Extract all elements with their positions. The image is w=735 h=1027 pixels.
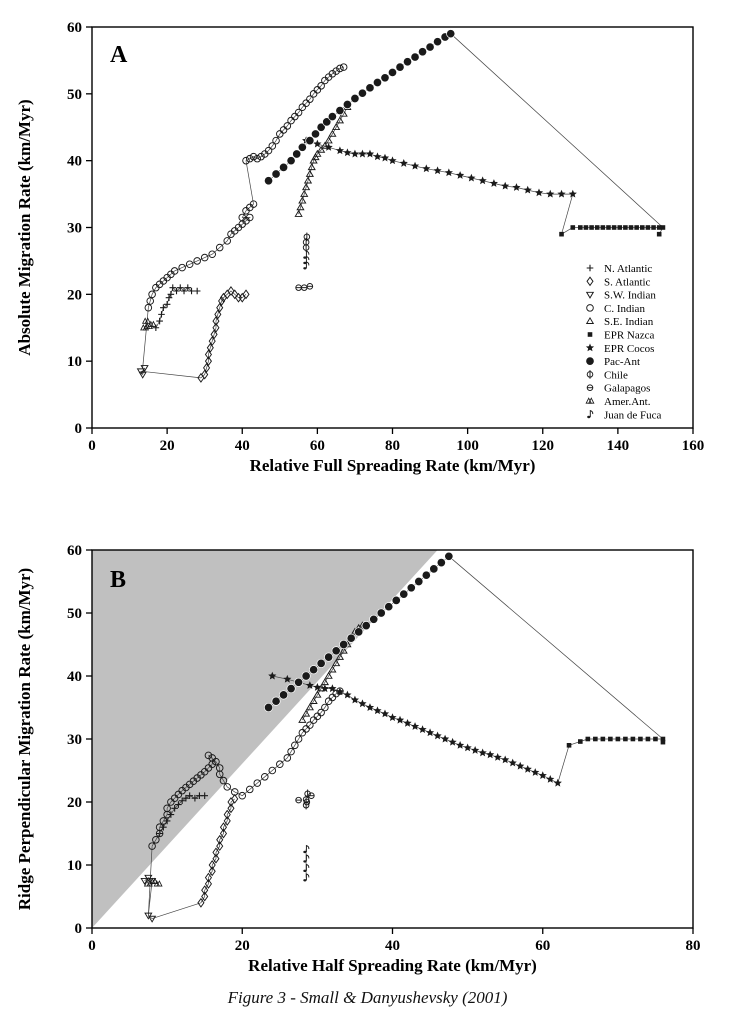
connector-lines — [140, 33, 664, 379]
series-epr-cocos — [268, 671, 562, 787]
panel-b-chart: 0 20 40 60 80 0 10 20 30 40 50 60 Relative Half Spre… — [0, 497, 735, 975]
legend-label-pac-ant: Pac-Ant — [604, 356, 640, 368]
x-tick-label: 40 — [235, 438, 250, 454]
x-tick-label: 20 — [235, 938, 250, 954]
y-tick-label: 60 — [67, 543, 82, 559]
y-tick-label: 0 — [75, 421, 83, 437]
series-s-w-indian — [136, 365, 149, 379]
y-tick-label: 50 — [67, 606, 82, 622]
legend-label-n-atlantic: N. Atlantic — [604, 263, 652, 275]
y-tick-label: 0 — [75, 921, 83, 937]
series-s-e-indian — [294, 102, 352, 217]
legend-label-epr-cocos: EPR Cocos — [604, 343, 654, 355]
legend-label-juan-de-fuca: Juan de Fuca — [604, 409, 662, 421]
y-tick-label: 20 — [67, 287, 82, 303]
x-tick-label: 60 — [310, 438, 325, 454]
y-tick-label: 60 — [67, 20, 82, 36]
series-galapagos — [295, 283, 314, 291]
panel-label: A — [110, 42, 128, 68]
chart-svg-b: 0 20 40 60 80 0 10 20 30 40 50 60 Relative Half Spre… — [15, 543, 701, 975]
figure-caption: Figure 3 - Small & Danyushevsky (2001) — [227, 988, 508, 1007]
x-tick-label: 0 — [88, 438, 96, 454]
x-tick-label: 40 — [385, 938, 400, 954]
series-epr-nazca — [559, 225, 666, 237]
legend-label-c-indian: C. Indian — [604, 303, 645, 315]
y-tick-label: 10 — [67, 858, 82, 874]
shaded-region — [92, 550, 438, 928]
series-chile — [302, 232, 311, 252]
series-pac-ant — [263, 551, 454, 713]
legend-label-s-w-indian: S.W. Indian — [604, 290, 656, 302]
series-galapagos — [295, 792, 315, 806]
x-tick-label: 160 — [682, 438, 705, 454]
legend-label-chile: Chile — [604, 369, 628, 381]
legend-label-amer-ant: Amer.Ant. — [604, 396, 651, 408]
y-tick-label: 50 — [67, 87, 82, 103]
y-tick-label: 30 — [67, 221, 82, 237]
y-tick-label: 10 — [67, 354, 82, 370]
connector-lines — [147, 556, 664, 919]
series-c-indian — [144, 63, 348, 312]
x-axis-title: Relative Half Spreading Rate (km/Myr) — [248, 956, 537, 975]
axis-ticks: 0 20 40 60 80 0 10 20 30 40 50 60 — [67, 543, 701, 954]
series-juan-de-fuca — [303, 250, 310, 270]
y-tick-label: 20 — [67, 795, 82, 811]
x-tick-label: 0 — [88, 938, 96, 954]
y-tick-label: 30 — [67, 732, 82, 748]
legend-label-s-atlantic: S. Atlantic — [604, 276, 651, 288]
series-c-indian — [148, 687, 344, 850]
x-tick-label: 60 — [535, 938, 550, 954]
legend-label-s-e-indian: S.E. Indian — [604, 316, 654, 328]
x-tick-label: 140 — [607, 438, 630, 454]
series-juan-de-fuca — [303, 844, 310, 882]
x-axis-title: Relative Full Spreading Rate (km/Myr) — [250, 456, 536, 475]
x-tick-label: 80 — [686, 938, 701, 954]
series-s-atlantic — [197, 286, 250, 383]
series-amer-ant — [143, 877, 163, 887]
panel-a-chart: 0 20 40 60 80 100 120 140 160 0 10 20 30 40 50 60 Relati… — [0, 0, 735, 497]
axis-ticks: 0 20 40 60 80 100 120 140 160 0 10 20 30 40 50 60 — [67, 20, 704, 454]
x-tick-label: 20 — [160, 438, 175, 454]
series-pac-ant — [263, 29, 456, 186]
series-n-atlantic — [152, 284, 201, 332]
x-tick-label: 80 — [385, 438, 400, 454]
y-axis-title: Absolute Migration Rate (km/Myr) — [15, 99, 34, 355]
y-tick-label: 40 — [67, 669, 82, 685]
legend-label-galapagos: Galapagos — [604, 383, 650, 395]
series-epr-cocos — [302, 136, 577, 198]
chart-svg-a: 0 20 40 60 80 100 120 140 160 0 10 20 30 40 50 60 Relati… — [15, 20, 704, 475]
x-tick-label: 120 — [532, 438, 555, 454]
series-amer-ant — [140, 317, 157, 331]
series-s-atlantic — [197, 793, 239, 908]
series-epr-nazca — [566, 736, 666, 748]
panel-label: B — [110, 567, 126, 593]
y-tick-label: 40 — [67, 154, 82, 170]
y-axis-title: Ridge Perpendicular Migration Rate (km/M… — [15, 568, 34, 910]
x-tick-label: 100 — [456, 438, 479, 454]
legend-label-epr-nazca: EPR Nazca — [604, 330, 655, 342]
